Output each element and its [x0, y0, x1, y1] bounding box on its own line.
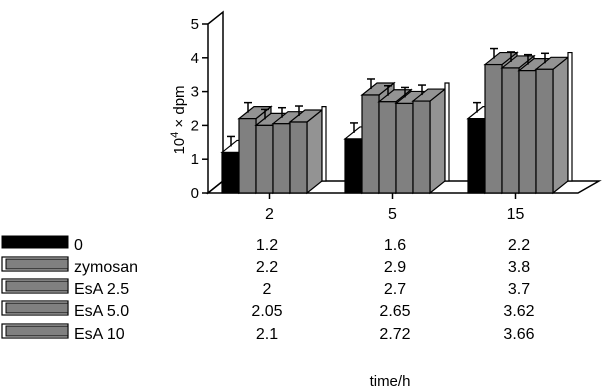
- y-tick-label: 3: [191, 84, 199, 101]
- bar-front: [518, 70, 537, 194]
- table-cell: 3.66: [503, 326, 534, 343]
- group-end-slab: [321, 106, 327, 182]
- bar-front: [289, 121, 308, 194]
- table-cell: 2.7: [384, 281, 406, 298]
- table-row: zymosan 2.2 2.9 3.8: [1, 256, 530, 276]
- table-row: EsA 10 2.1 2.72 3.66: [1, 323, 535, 343]
- bar-front: [501, 67, 520, 194]
- table-cell: 3.8: [508, 259, 530, 276]
- x-tick-label: 5: [388, 206, 397, 223]
- table-cell: 3.62: [503, 303, 534, 320]
- bar-front: [361, 94, 380, 194]
- x-axis-categories: 2 5 15: [265, 193, 525, 223]
- bar-front: [238, 118, 257, 194]
- bar-front: [467, 118, 486, 194]
- legend-label: 0: [74, 237, 83, 254]
- table-cell: 2.05: [251, 303, 282, 320]
- bar-front: [484, 63, 503, 194]
- legend-label: zymosan: [74, 259, 138, 276]
- legend-swatch: [5, 325, 69, 337]
- data-table: 0 1.2 1.6 2.2 zymosan 2.2 2.9 3.8 EsA 2.5 2 2.7 3.7…: [1, 235, 535, 343]
- table-cell: 2.2: [256, 259, 278, 276]
- table-row: EsA 2.5 2 2.7 3.7: [1, 278, 530, 298]
- y-tick-label: 1: [191, 151, 199, 168]
- y-tick-label: 4: [191, 50, 199, 67]
- table-cell: 2.72: [379, 326, 410, 343]
- y-tick-label: 0: [191, 185, 199, 202]
- legend-swatch: [5, 258, 69, 270]
- table-cell: 1.2: [256, 237, 278, 254]
- table-cell: 2.2: [508, 237, 530, 254]
- y-tick-label: 5: [191, 16, 199, 33]
- y-axis-ticks: 0 1 2 3 4 5: [191, 16, 208, 202]
- bar-front: [395, 102, 414, 194]
- bar: [288, 105, 324, 195]
- table-cell: 2.1: [256, 326, 278, 343]
- legend-label: EsA 10: [74, 326, 125, 343]
- table-cell: 3.7: [508, 281, 530, 298]
- table-cell: 2.65: [379, 303, 410, 320]
- bar-front: [378, 101, 397, 194]
- table-row: EsA 5.0 2.05 2.65 3.62: [1, 300, 535, 320]
- bar-front: [535, 68, 554, 194]
- bar-front: [221, 151, 240, 194]
- bar: [534, 52, 570, 195]
- bar-front: [344, 138, 363, 194]
- x-tick-label: 15: [507, 206, 525, 223]
- x-tick-label: 2: [265, 206, 274, 223]
- group-end-slab: [444, 82, 450, 182]
- bar-side: [306, 108, 323, 195]
- table-cell: 2: [263, 281, 272, 298]
- y-tick-label: 2: [191, 117, 199, 134]
- bars: [220, 47, 573, 195]
- bar-side: [429, 87, 446, 195]
- legend-swatch: [5, 302, 69, 314]
- table-row: 0 1.2 1.6 2.2: [1, 235, 530, 254]
- y-axis-title: 104 × dpm: [169, 85, 188, 154]
- group-end-slab: [567, 51, 573, 182]
- bar-front: [255, 124, 274, 194]
- bar-front: [412, 100, 431, 194]
- bar-side: [552, 56, 569, 195]
- legend-swatch: [1, 235, 69, 249]
- x-axis-title: time/h: [370, 373, 411, 390]
- legend-label: EsA 2.5: [74, 281, 129, 298]
- legend-label: EsA 5.0: [74, 303, 129, 320]
- table-cell: 2.9: [384, 259, 406, 276]
- legend-swatch: [5, 280, 69, 292]
- table-cell: 1.6: [384, 237, 406, 254]
- bar: [411, 84, 447, 195]
- left-wall: [207, 10, 224, 195]
- bar-front: [272, 123, 291, 194]
